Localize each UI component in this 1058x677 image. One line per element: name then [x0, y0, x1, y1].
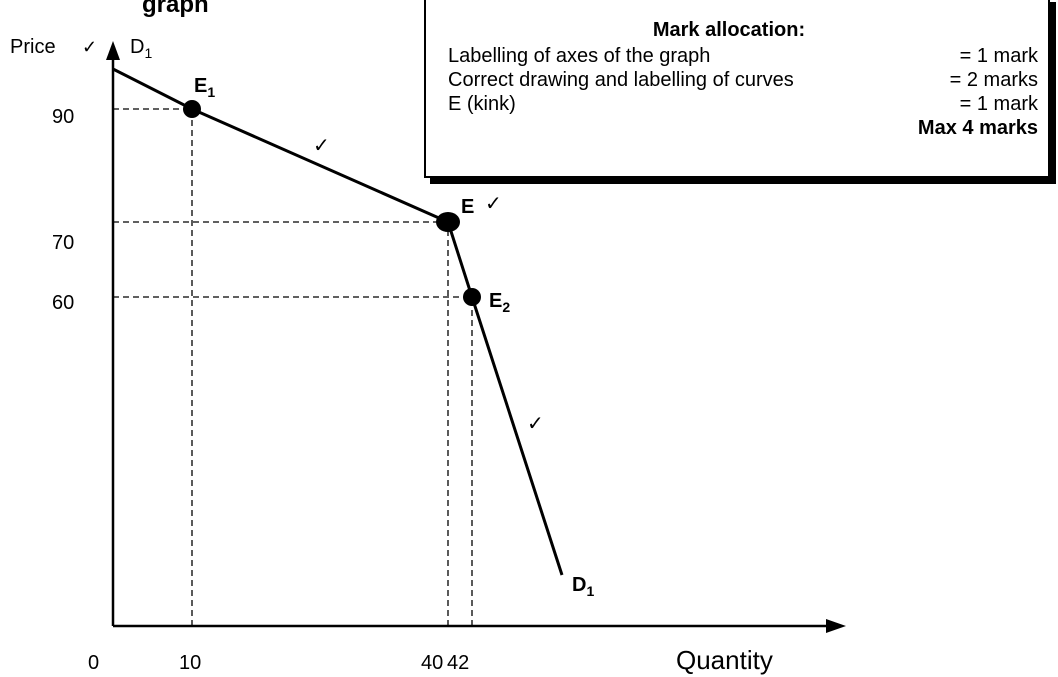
- mark-allocation-row-label: E (kink): [448, 93, 516, 115]
- mark-allocation-row: E (kink) = 1 mark: [448, 92, 1038, 116]
- point-label-e1-sub: 1: [207, 84, 215, 100]
- point-label-e2: E2: [489, 290, 510, 315]
- x-tick-label: 10: [179, 652, 201, 674]
- curve-label-bottom-sub: 1: [586, 583, 594, 599]
- y-axis-label: Price: [10, 36, 56, 58]
- x-axis-arrow: [826, 619, 846, 633]
- curve-label-top: D1: [130, 36, 152, 61]
- check-mark-lower-segment: ✓: [527, 413, 544, 435]
- mark-allocation-row-label: Correct drawing and labelling of curves: [448, 69, 794, 91]
- mark-allocation-box: Mark allocation: Labelling of axes of th…: [424, 0, 1050, 178]
- mark-allocation-row: Labelling of axes of the graph = 1 mark: [448, 44, 1038, 68]
- point-label-e: E: [461, 196, 474, 218]
- curve-label-bottom-letter: D: [572, 574, 586, 596]
- title-fragment-left: graph: [142, 0, 209, 18]
- point-e-kink: [436, 212, 460, 232]
- point-label-e2-sub: 2: [502, 299, 510, 315]
- point-e2: [463, 288, 481, 306]
- point-label-e1: E1: [194, 75, 215, 100]
- curve-label-bottom: D1: [572, 574, 594, 599]
- mark-allocation-total: Max 4 marks: [917, 117, 1038, 139]
- x-tick-label: 42: [447, 652, 469, 674]
- mark-allocation-row-label: Labelling of axes of the graph: [448, 45, 711, 67]
- curve-label-top-sub: 1: [144, 45, 152, 61]
- x-tick-label: 40: [421, 652, 443, 674]
- check-mark-price: ✓: [82, 37, 97, 57]
- x-axis-label: Quantity: [676, 645, 773, 675]
- origin-label: 0: [88, 652, 99, 674]
- check-mark-upper-segment: ✓: [313, 135, 330, 157]
- y-tick-label: 60: [52, 292, 74, 314]
- mark-allocation-row-value: = 1 mark: [959, 45, 1038, 67]
- check-mark-kink: ✓: [485, 193, 502, 215]
- y-axis-arrow: [106, 41, 120, 60]
- y-tick-label: 70: [52, 232, 74, 254]
- point-e1: [183, 100, 201, 118]
- mark-allocation-row: Correct drawing and labelling of curves …: [448, 68, 1038, 92]
- mark-allocation-row-value: = 1 mark: [959, 93, 1038, 115]
- curve-label-top-letter: D: [130, 36, 144, 58]
- mark-allocation-row-value: = 2 marks: [949, 69, 1038, 91]
- y-tick-label: 90: [52, 106, 74, 128]
- point-label-e1-letter: E: [194, 75, 207, 97]
- mark-allocation-title: Mark allocation:: [652, 19, 806, 41]
- point-label-e2-letter: E: [489, 290, 502, 312]
- guide-lines: [113, 108, 473, 626]
